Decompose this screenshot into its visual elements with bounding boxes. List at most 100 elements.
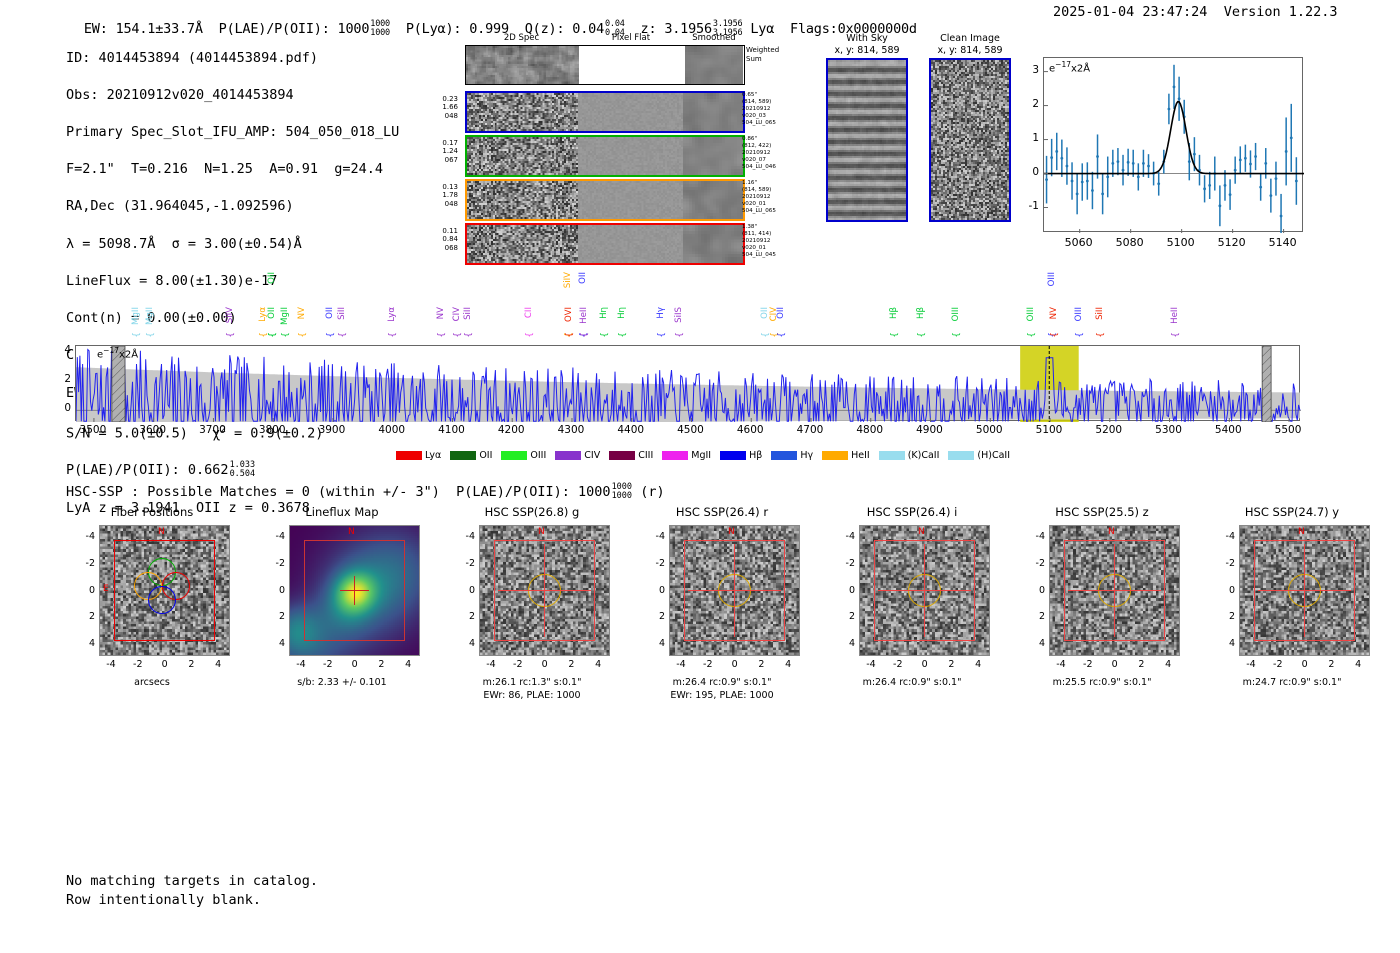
cutout-xtick: 0 (921, 659, 928, 670)
emission-line-marker: { (1074, 332, 1085, 338)
fiber-row-stats: 0.13 1.78 048 (442, 183, 458, 208)
legend-item: Hβ (720, 450, 762, 461)
spectrum-xtick: 5500 (1274, 424, 1302, 436)
spectrum-plot (76, 346, 1301, 422)
info-plae-lo: 0.504 (229, 468, 256, 479)
fiber-2dspec-image (467, 137, 578, 175)
cutout-title: HSC SSP(25.5) z (1055, 505, 1149, 519)
info-redshifts: LyA z = 3.1941 OII z = 0.3678 (66, 499, 310, 516)
cutout-caption-line2: EWr: 86, PLAE: 1000 (483, 689, 581, 701)
cutout-ytick: 2 (1038, 611, 1045, 623)
cutout-image: N (1239, 525, 1370, 656)
emission-line-label: NV (297, 307, 308, 320)
emission-line-marker: { (1095, 332, 1106, 338)
header-qz-hi: 0.04 (605, 19, 625, 29)
cutout-ytick: 0 (1228, 584, 1235, 596)
emission-line-marker: { (226, 332, 237, 338)
ifu-box-overlay (494, 540, 595, 641)
ifu-box-overlay (114, 540, 215, 641)
cutout-ytick: -4 (85, 531, 95, 542)
zoom-chart-xtick: 5100 (1166, 236, 1195, 249)
cutout-caption-line1: m:26.4 rc:0.9" s:0.1" (862, 677, 962, 688)
emission-line-label: Hγ (655, 307, 666, 319)
spectrum-xtick: 3600 (139, 424, 167, 436)
cutout-xtick: 4 (785, 659, 792, 670)
emission-line-marker: { (387, 332, 398, 338)
info-snr-post: = 0.9(±0.2) (225, 425, 324, 442)
emission-line-label: NV (435, 307, 446, 320)
emission-line-label: SiII (336, 307, 347, 320)
cutout-xtick: 4 (405, 659, 412, 670)
crosshair-vertical (1114, 544, 1115, 637)
legend-item: CIII (609, 450, 653, 461)
cutout-ytick: 4 (1228, 638, 1235, 650)
cutout-ytick: 4 (468, 638, 475, 650)
spec2d-fiber-row[interactable] (465, 135, 745, 177)
spectrum-xtick: 4300 (557, 424, 585, 436)
spectrum-xtick: 5300 (1155, 424, 1182, 436)
cutout-xtick: 2 (948, 659, 955, 670)
zoom-chart-units: e−17x2Å (1049, 60, 1091, 75)
spec2d-pixelflat-image (579, 46, 685, 84)
cutout-ytick: -4 (465, 531, 475, 542)
spectrum-xtick: 3500 (79, 424, 107, 436)
cutout-panel[interactable]: HSC SSP(26.4) r N -4 -4 -2 -2 0 0 2 2 4 4 m:26.4 rc:… (627, 505, 817, 701)
cutout-xtick: 2 (1328, 659, 1335, 670)
spectrum-xtick: 5000 (975, 424, 1003, 436)
cutout-panel[interactable]: Lineflux Map N -4 -4 -2 -2 0 0 2 2 4 4 s/b: 2.33 +/-… (247, 505, 437, 688)
emission-line-marker: { (326, 332, 337, 338)
emission-line-label: NV (1048, 307, 1059, 320)
cutout-panel[interactable]: HSC SSP(26.8) g N -4 -4 -2 -2 0 0 2 2 4 4 m:26.1 rc:… (437, 505, 627, 701)
spectrum-xtick: 4600 (736, 424, 764, 436)
crosshair-vertical (924, 544, 925, 637)
spec2d-weighted-sum-label: Weighted Sum (746, 46, 780, 63)
cutout-panel[interactable]: HSC SSP(25.5) z N -4 -4 -2 -2 0 0 2 2 4 4 m:25.5 rc:… (1007, 505, 1197, 688)
emission-line-marker: { (436, 332, 447, 338)
cutout-panel[interactable]: HSC SSP(24.7) y N -4 -4 -2 -2 0 0 2 2 4 4 m:24.7 rc:… (1197, 505, 1387, 688)
cutout-panel[interactable]: Fiber Positions N E -4 -4 -2 -2 0 0 2 2 4 4 arcsecs (57, 505, 247, 688)
cutout-xtick: 0 (351, 659, 358, 670)
emission-line-marker: { (916, 332, 927, 338)
legend-item: CIV (555, 450, 600, 461)
fiber-row-meta: 0.86" (812, 422) 20210912 v020_07 504_LU… (742, 136, 776, 170)
spec2d-fiber-row[interactable] (465, 223, 745, 265)
cutout-xtick: 2 (758, 659, 765, 670)
cutout-ytick: 0 (1038, 584, 1045, 596)
cutout-xtick: -4 (1246, 659, 1256, 670)
cutout-caption: m:26.1 rc:1.3" s:0.1" EWr: 86, PLAE: 1000 (437, 677, 627, 702)
spec2d-fiber-row[interactable] (465, 91, 745, 133)
ifu-box-overlay (874, 540, 975, 641)
emission-line-label: SiII (1094, 307, 1105, 320)
legend-item: OII (450, 450, 492, 461)
spectrum-xtick: 4100 (438, 424, 465, 436)
info-seeing: F=2.1" T=0.216 N=1.25 A=0.91 g=24.4 (66, 161, 383, 178)
emission-line-label: HeII (579, 307, 590, 324)
header-plae-lo: 1000 (370, 27, 390, 38)
fiber-row-stats: 0.23 1.66 048 (442, 95, 458, 120)
spec2d-col-title-2: Smoothed (692, 33, 736, 43)
cutout-panel[interactable]: HSC SSP(26.4) i N -4 -4 -2 -2 0 0 2 2 4 4 m:26.4 rc:… (817, 505, 1007, 688)
compass-north-label: N (1108, 527, 1115, 537)
legend-item: (H)CaII (948, 450, 1010, 461)
fiber-2dspec-image (467, 93, 578, 131)
emission-line-label: SiII (462, 307, 473, 320)
emission-line-marker: { (1170, 332, 1181, 338)
source-info-block: ID: 4014453894 (4014453894.pdf) Obs: 202… (66, 30, 418, 536)
cutout-caption: m:25.5 rc:0.9" s:0.1" (1007, 677, 1197, 690)
spectrum-xtick: 3800 (258, 424, 286, 436)
spectrum-xtick: 3900 (318, 424, 346, 436)
emission-line-marker: { (1027, 332, 1038, 338)
hsc-heading-hi: 1000 (611, 482, 633, 492)
info-cont-n: Cont(n) = 0.00(±0.00) (66, 309, 237, 326)
spec2d-fiber-row[interactable] (465, 179, 745, 221)
spectrum-xtick: 4900 (916, 424, 943, 436)
emission-line-label: MgII (145, 307, 156, 325)
info-snr-pre: S/N = 5.0(±0.5) χ (66, 425, 221, 442)
legend-label: CIII (638, 450, 654, 461)
cutout-xtick: -4 (676, 659, 686, 670)
cutout-image: N (479, 525, 610, 656)
cutout-ytick: 2 (278, 611, 285, 623)
emission-line-marker: { (525, 332, 536, 338)
compass-east-label: E (103, 584, 109, 594)
fiber-circle-overlay (148, 586, 176, 614)
